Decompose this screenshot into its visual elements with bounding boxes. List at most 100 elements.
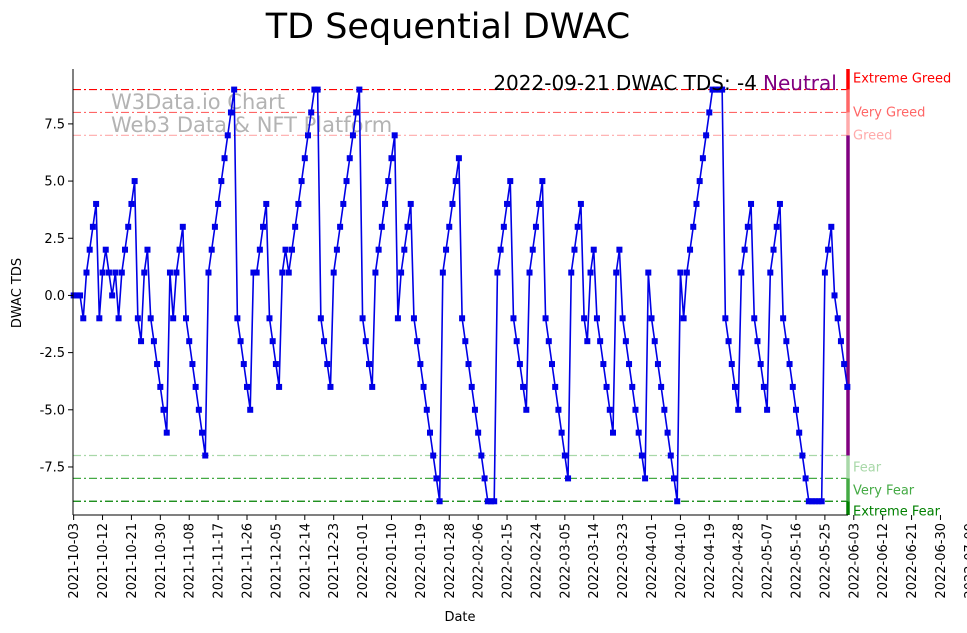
data-point (581, 315, 588, 322)
data-point (250, 269, 257, 276)
data-point (526, 269, 533, 276)
data-point (558, 429, 565, 436)
y-ticks: -7.5 -5.0 -2.5 0.0 2.5 5.0 7.5 (40, 117, 73, 475)
x-ticks: 2021-10-03 2021-10-12 2021-10-21 2021-10-30… (67, 515, 967, 599)
data-point (844, 383, 851, 390)
data-point (481, 475, 488, 482)
data-point (600, 361, 607, 368)
data-point (584, 338, 591, 345)
data-point (520, 383, 527, 390)
x-tick-label: 2021-10-30 (154, 523, 169, 599)
data-point (128, 200, 135, 207)
y-tick-label: 0.0 (44, 289, 65, 304)
data-point (767, 269, 774, 276)
data-point (337, 223, 344, 230)
data-point (667, 452, 674, 459)
data-point (317, 315, 324, 322)
data-point (452, 178, 459, 185)
data-point (77, 292, 84, 299)
x-axis-label: Date (444, 610, 475, 625)
x-tick-label: 2022-05-16 (789, 523, 804, 599)
data-point (343, 178, 350, 185)
data-point (719, 86, 726, 93)
data-point (240, 361, 247, 368)
data-point (818, 498, 825, 505)
data-point (680, 315, 687, 322)
data-point (786, 361, 793, 368)
data-point (80, 315, 87, 322)
data-point (118, 269, 125, 276)
data-point (574, 223, 581, 230)
data-point (731, 383, 738, 390)
data-point (398, 269, 405, 276)
data-point (446, 223, 453, 230)
data-point (465, 361, 472, 368)
x-tick-label: 2022-03-23 (616, 523, 631, 599)
y-tick-label: 5.0 (44, 175, 65, 190)
data-point (244, 383, 251, 390)
data-point (237, 338, 244, 345)
data-point (751, 315, 758, 322)
data-point (160, 406, 167, 413)
data-point (298, 178, 305, 185)
x-tick-label: 2022-06-21 (905, 523, 920, 599)
x-tick-label: 2021-11-08 (183, 523, 198, 599)
data-point (227, 109, 234, 116)
x-tick-label: 2022-06-12 (876, 523, 891, 599)
data-point (391, 132, 398, 139)
data-point (828, 223, 835, 230)
data-point (292, 223, 299, 230)
data-point (699, 155, 706, 162)
data-point (837, 338, 844, 345)
data-point (760, 383, 767, 390)
data-point (166, 269, 173, 276)
data-point (404, 223, 411, 230)
x-tick-label: 2022-04-10 (674, 523, 689, 599)
data-point (523, 406, 530, 413)
data-point (693, 200, 700, 207)
data-point (423, 406, 430, 413)
data-point (279, 269, 286, 276)
x-tick-label: 2022-07-09 (963, 523, 967, 599)
data-point (89, 223, 96, 230)
data-point (263, 200, 270, 207)
data-point (321, 338, 328, 345)
data-point (215, 200, 222, 207)
status-label: Neutral (763, 71, 837, 95)
data-point (478, 452, 485, 459)
data-point (260, 223, 267, 230)
x-tick-label: 2022-01-10 (385, 523, 400, 599)
data-point (308, 109, 315, 116)
data-point (138, 338, 145, 345)
data-point (247, 406, 254, 413)
watermark-line-2: Web3 Data & NFT Platform (111, 113, 392, 137)
data-point (577, 200, 584, 207)
data-point (407, 200, 414, 207)
x-tick-label: 2022-02-15 (501, 523, 516, 599)
data-point (825, 246, 832, 253)
data-point (131, 178, 138, 185)
data-point (70, 292, 77, 299)
data-point (288, 246, 295, 253)
data-point (179, 223, 186, 230)
x-tick-label: 2022-01-19 (414, 523, 429, 599)
data-point (642, 475, 649, 482)
data-point (545, 338, 552, 345)
data-point (349, 132, 356, 139)
data-point (571, 246, 578, 253)
data-point (305, 132, 312, 139)
data-point (221, 155, 228, 162)
x-tick-label: 2022-06-03 (847, 523, 862, 599)
data-point (696, 178, 703, 185)
data-point (420, 383, 427, 390)
data-point (410, 315, 417, 322)
data-point (125, 223, 132, 230)
data-point (154, 361, 161, 368)
data-point (510, 315, 517, 322)
data-point (606, 406, 613, 413)
data-point (674, 498, 681, 505)
data-point (780, 315, 787, 322)
data-point (764, 406, 771, 413)
data-point (741, 246, 748, 253)
data-point (346, 155, 353, 162)
